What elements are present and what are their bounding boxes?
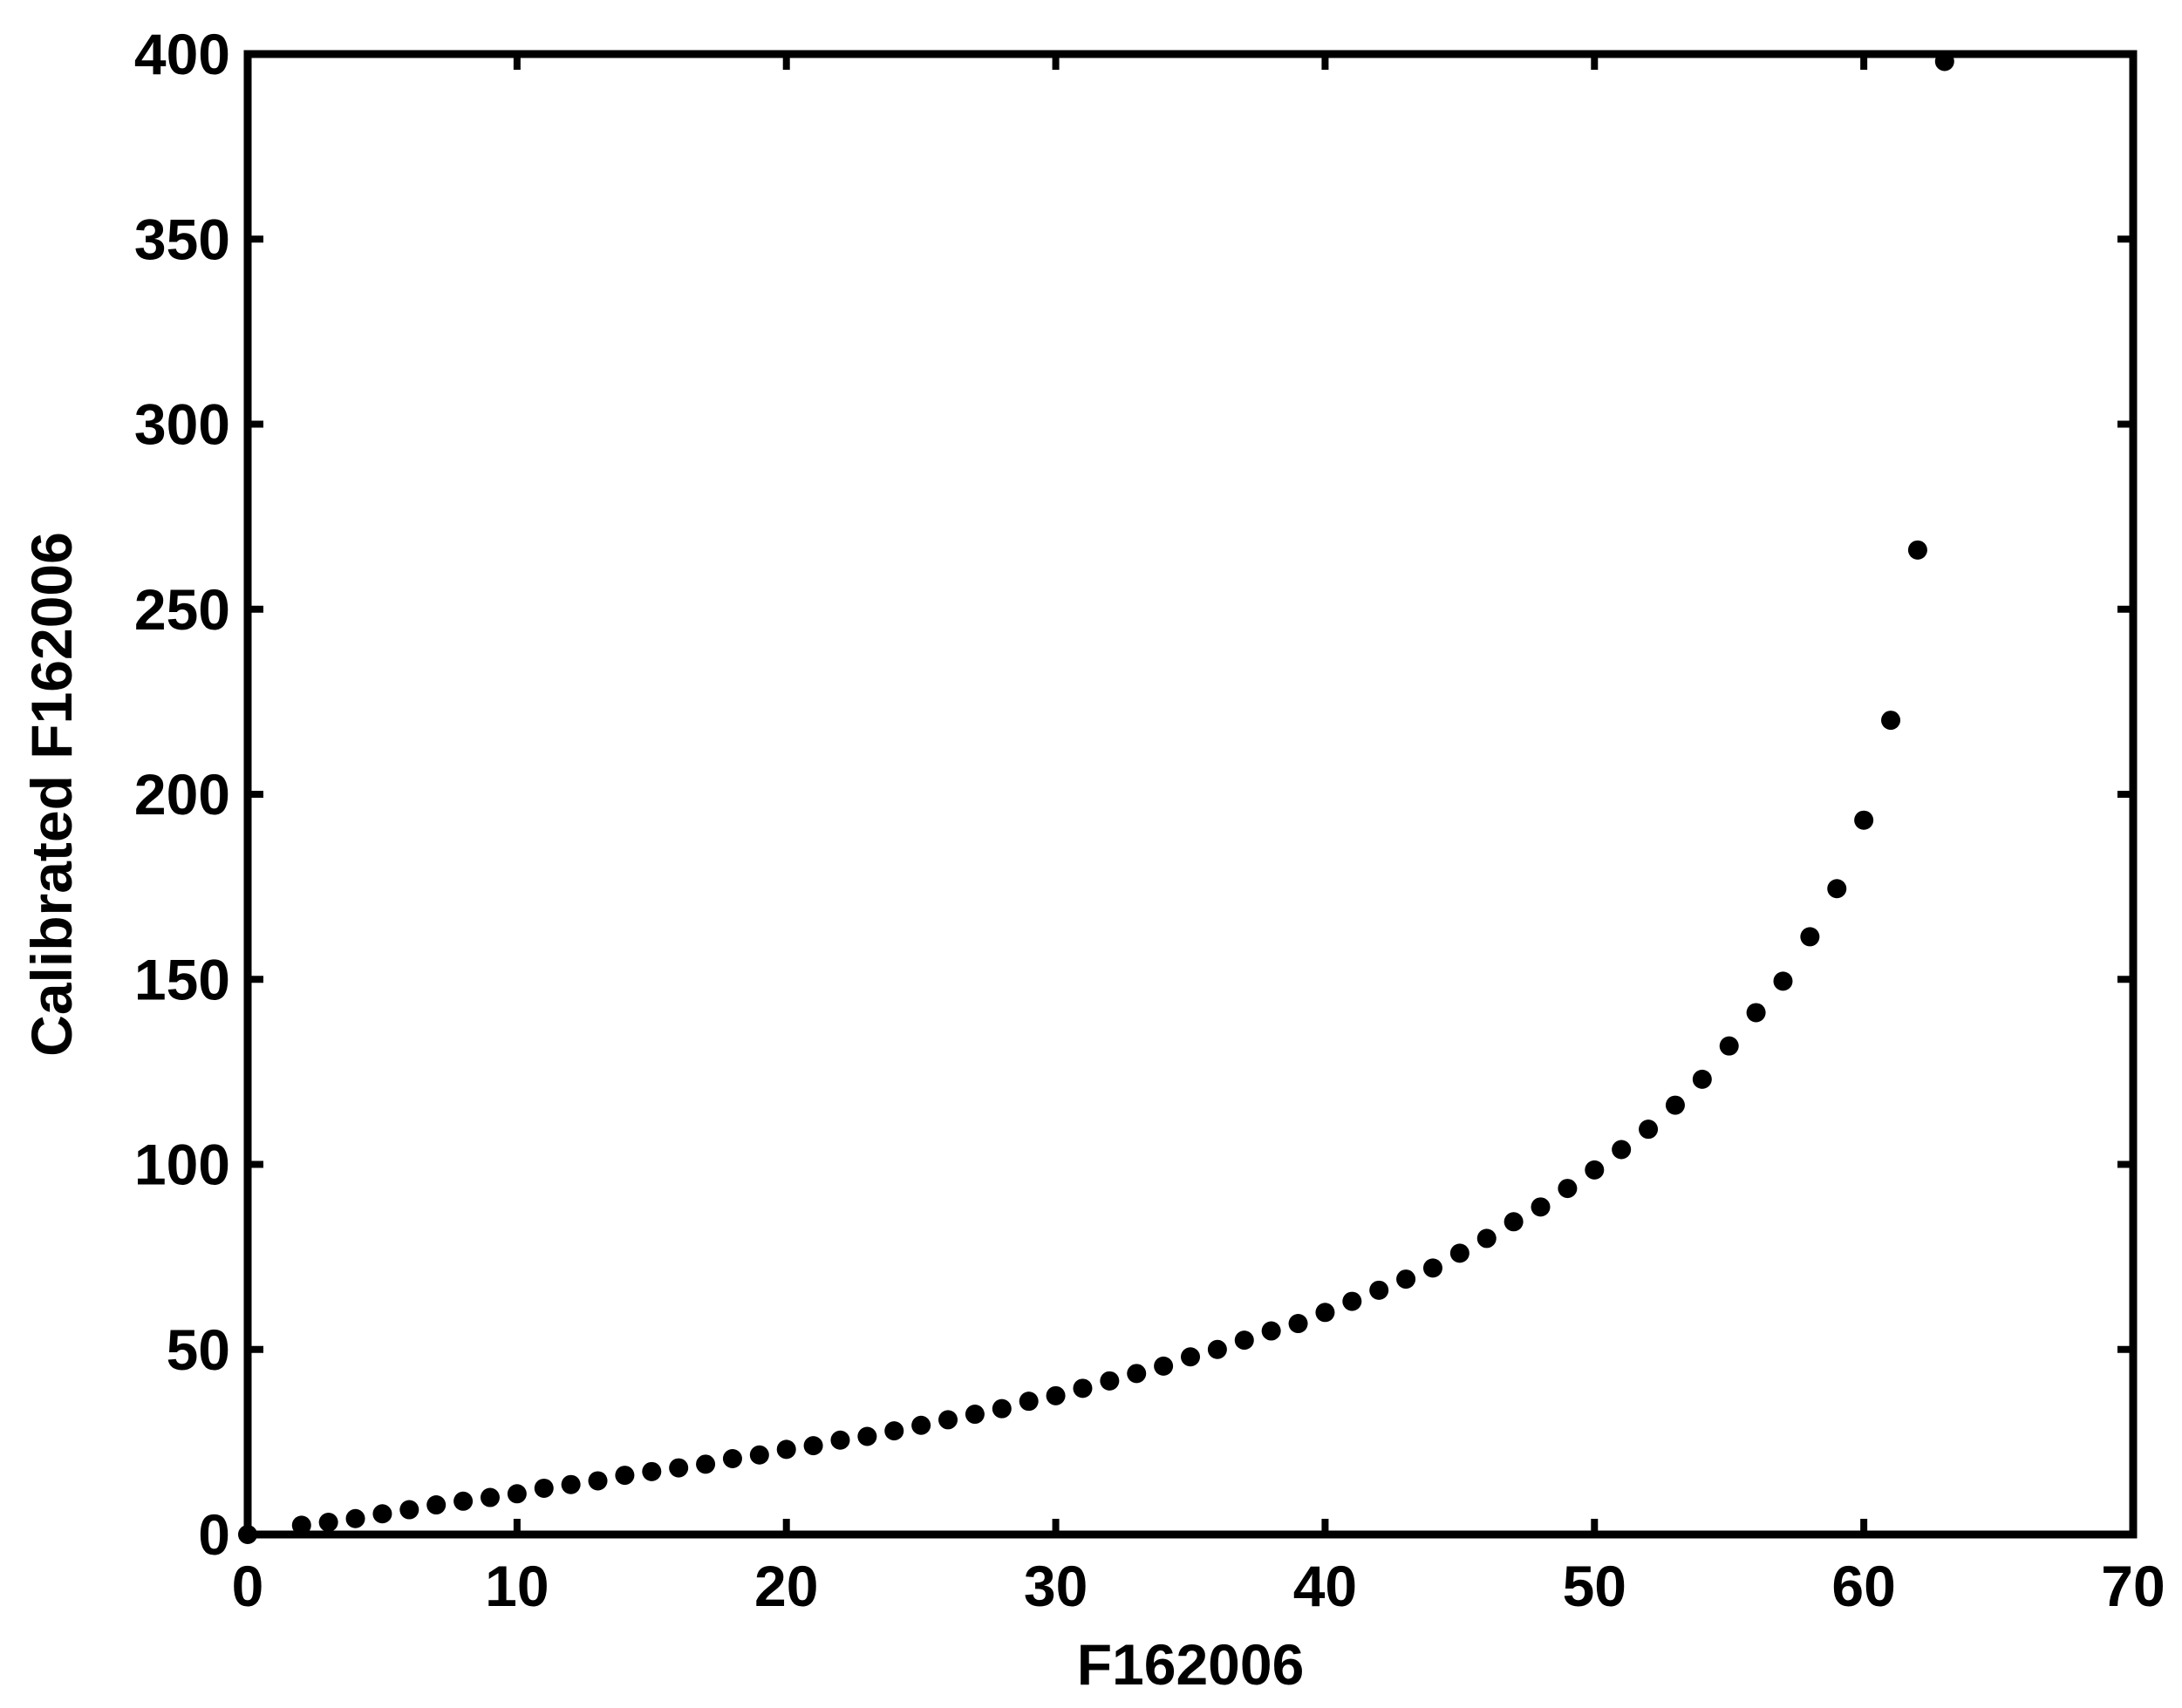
data-markers	[238, 51, 1954, 1544]
data-point	[561, 1474, 581, 1494]
data-point	[1476, 1228, 1497, 1249]
y-tick-label: 200	[134, 762, 230, 827]
data-point	[399, 1500, 419, 1520]
data-point	[1100, 1371, 1120, 1391]
x-tick-label: 40	[1293, 1554, 1357, 1618]
data-point	[291, 1515, 311, 1535]
data-point	[1639, 1119, 1659, 1140]
data-point	[776, 1439, 796, 1460]
data-point	[507, 1484, 527, 1504]
x-tick-label: 10	[485, 1554, 549, 1618]
data-point	[1181, 1347, 1200, 1367]
data-point	[1585, 1160, 1605, 1180]
data-point	[1422, 1258, 1442, 1278]
data-point	[1800, 927, 1820, 947]
y-tick-label: 150	[134, 947, 230, 1011]
data-point	[345, 1508, 365, 1528]
data-point	[642, 1461, 662, 1481]
data-point	[1746, 1003, 1766, 1023]
data-point	[911, 1415, 931, 1435]
data-point	[1207, 1339, 1227, 1359]
data-point	[534, 1478, 554, 1498]
data-point	[1854, 810, 1874, 830]
data-point	[1234, 1330, 1254, 1351]
data-point	[1154, 1356, 1174, 1376]
data-point	[992, 1398, 1012, 1419]
data-point	[588, 1471, 608, 1491]
data-point	[722, 1448, 742, 1468]
data-point	[1369, 1280, 1389, 1300]
x-tick-label: 30	[1024, 1554, 1088, 1618]
x-tick-label: 20	[754, 1554, 818, 1618]
data-point	[1315, 1303, 1335, 1323]
y-axis-label: Calibrated F162006	[19, 532, 84, 1057]
data-point	[696, 1454, 716, 1474]
data-point	[1504, 1212, 1524, 1232]
y-tick-label: 400	[134, 22, 230, 86]
data-point	[1073, 1378, 1093, 1398]
y-tick-label: 0	[198, 1502, 230, 1567]
data-point	[615, 1466, 635, 1486]
data-point	[938, 1410, 958, 1430]
y-tick-label: 100	[134, 1133, 230, 1197]
data-point	[803, 1436, 823, 1456]
x-tick-label: 0	[232, 1554, 264, 1618]
data-point	[1827, 879, 1847, 899]
y-tick-label: 50	[167, 1317, 230, 1382]
data-point	[1046, 1385, 1066, 1405]
data-point	[318, 1512, 338, 1532]
data-point	[1342, 1291, 1362, 1311]
y-tick-label: 250	[134, 577, 230, 642]
data-point	[1127, 1364, 1147, 1384]
data-point	[830, 1430, 850, 1450]
data-point	[480, 1487, 500, 1507]
data-point	[1907, 540, 1927, 560]
y-tick-labels: 0 50 100 150 200 250 300 350 400	[134, 22, 230, 1567]
axis-ticks	[244, 51, 2137, 1538]
data-point	[1261, 1321, 1281, 1341]
data-point	[1396, 1269, 1416, 1290]
data-point	[1019, 1392, 1039, 1412]
data-point	[1665, 1095, 1685, 1115]
data-point	[1773, 971, 1793, 991]
x-tick-label: 70	[2101, 1554, 2165, 1618]
data-point	[426, 1495, 447, 1515]
data-point	[453, 1491, 474, 1511]
data-point	[1558, 1179, 1578, 1199]
data-point	[372, 1504, 392, 1524]
y-tick-label: 300	[134, 392, 230, 457]
plot-frame	[243, 50, 2138, 1539]
data-point	[669, 1458, 689, 1478]
data-point	[1881, 711, 1901, 731]
data-point	[1692, 1069, 1712, 1089]
data-point	[749, 1445, 769, 1465]
y-tick-label: 350	[134, 207, 230, 271]
x-axis-label: F162006	[1077, 1632, 1305, 1697]
data-point	[1719, 1036, 1739, 1056]
data-point	[1612, 1140, 1632, 1160]
data-point	[884, 1421, 904, 1441]
data-point	[1288, 1314, 1308, 1334]
x-tick-label: 50	[1563, 1554, 1626, 1618]
data-point	[965, 1405, 985, 1425]
data-point	[1449, 1243, 1469, 1263]
data-point	[857, 1426, 877, 1446]
data-point	[1531, 1197, 1551, 1217]
x-tick-labels: 0 10 20 30 40 50 60 70	[232, 1554, 2165, 1618]
x-tick-label: 60	[1831, 1554, 1895, 1618]
